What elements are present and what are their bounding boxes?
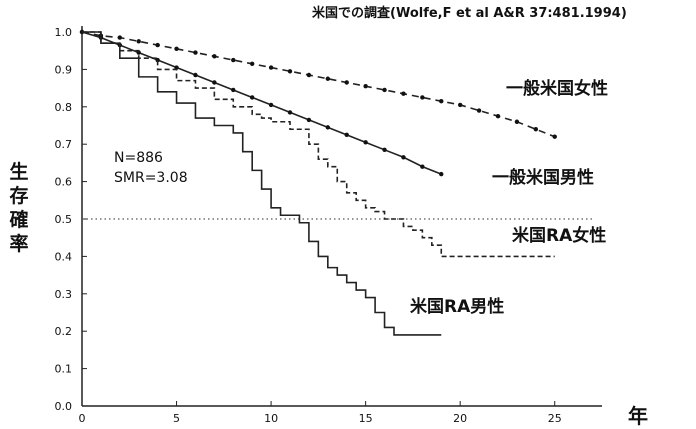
series-point-us-general-female bbox=[457, 102, 463, 108]
series-point-us-general-female bbox=[514, 119, 520, 124]
series-point-us-general-female bbox=[268, 65, 274, 70]
series-point-us-general-male bbox=[325, 125, 331, 130]
series-point-us-general-female bbox=[155, 42, 160, 48]
series-label-us-ra-male: 米国RA男性 bbox=[410, 297, 505, 317]
x-tick-label: 0 bbox=[79, 412, 86, 423]
series-point-us-general-female bbox=[363, 84, 368, 89]
y-tick-label: 0.3 bbox=[55, 288, 73, 301]
y-axis-label-char: 率 bbox=[9, 233, 29, 255]
series-point-us-general-female bbox=[344, 80, 349, 85]
series-point-us-general-female bbox=[249, 61, 255, 66]
x-tick-label: 25 bbox=[548, 412, 562, 423]
series-point-us-general-female bbox=[495, 113, 501, 119]
y-tick-label: 0.7 bbox=[55, 138, 73, 151]
series-point-us-general-male bbox=[193, 72, 198, 78]
series-label-us-general-female: 一般米国女性 bbox=[506, 79, 608, 99]
n-count: N=886 bbox=[114, 150, 163, 166]
series-point-us-general-male bbox=[268, 102, 274, 108]
y-axis-label: 生存確率 bbox=[6, 160, 32, 256]
smr-value: SMR=3.08 bbox=[114, 170, 188, 186]
series-point-us-general-female bbox=[287, 69, 293, 74]
y-tick-label: 0.9 bbox=[55, 63, 73, 76]
x-axis-unit: 年 bbox=[628, 404, 648, 428]
series-point-us-general-male bbox=[231, 87, 236, 93]
series-point-us-general-female bbox=[439, 98, 444, 104]
series-point-us-general-male bbox=[306, 117, 312, 123]
series-point-us-general-female bbox=[136, 39, 141, 44]
y-tick-label: 0.4 bbox=[55, 250, 73, 263]
series-point-us-general-female bbox=[382, 87, 387, 93]
series-point-us-general-male bbox=[382, 147, 387, 153]
y-axis-label-char: 生 bbox=[9, 161, 29, 183]
series-point-us-general-male bbox=[212, 80, 217, 85]
series-label-us-ra-female: 米国RA女性 bbox=[512, 226, 607, 246]
series-point-us-general-female bbox=[552, 134, 557, 139]
series-line-us-general-female bbox=[81, 31, 556, 138]
y-tick-label: 0.0 bbox=[55, 400, 73, 413]
series-point-us-general-male bbox=[344, 132, 349, 138]
series-point-us-general-female bbox=[174, 46, 179, 52]
series-line-us-general-male bbox=[81, 31, 442, 175]
series-point-us-general-female bbox=[306, 72, 312, 78]
y-tick-label: 0.8 bbox=[55, 101, 73, 114]
series-point-us-general-female bbox=[325, 76, 331, 81]
series-point-us-general-female bbox=[476, 108, 482, 113]
source-note: 米国での調査(Wolfe,F et al A&R 37:481.1994) bbox=[312, 6, 627, 21]
y-axis-label-char: 存 bbox=[9, 185, 29, 207]
series-point-us-general-female bbox=[117, 35, 123, 40]
series-point-us-general-male bbox=[249, 95, 255, 100]
series-point-us-general-female bbox=[420, 95, 425, 100]
y-tick-label: 1.0 bbox=[55, 26, 73, 39]
x-tick-label: 10 bbox=[264, 412, 278, 423]
series-point-us-general-male bbox=[420, 164, 425, 169]
series-point-us-general-male bbox=[401, 155, 406, 160]
series-point-us-general-male bbox=[287, 110, 293, 115]
series-point-us-general-male bbox=[439, 171, 444, 177]
series-point-us-general-female bbox=[231, 57, 236, 63]
series-point-us-general-female bbox=[193, 50, 198, 55]
y-axis-label-text: 生存確率 bbox=[6, 160, 32, 256]
y-tick-label: 0.5 bbox=[55, 213, 73, 226]
x-tick-label: 5 bbox=[173, 412, 180, 423]
series-line-us-ra-male bbox=[82, 31, 442, 336]
y-tick-label: 0.1 bbox=[55, 363, 73, 376]
x-tick-label: 15 bbox=[359, 412, 373, 423]
series-point-us-general-female bbox=[212, 54, 217, 59]
series-line-us-ra-female bbox=[82, 31, 555, 258]
series-point-us-general-female bbox=[401, 91, 406, 96]
series-point-us-general-female bbox=[533, 127, 539, 132]
y-axis-label-char: 確 bbox=[9, 209, 29, 231]
series-label-us-general-male: 一般米国男性 bbox=[492, 168, 594, 188]
y-tick-label: 0.6 bbox=[55, 176, 73, 189]
series-point-us-general-male bbox=[363, 140, 368, 145]
x-tick-label: 20 bbox=[453, 412, 467, 423]
y-tick-label: 0.2 bbox=[55, 325, 73, 338]
